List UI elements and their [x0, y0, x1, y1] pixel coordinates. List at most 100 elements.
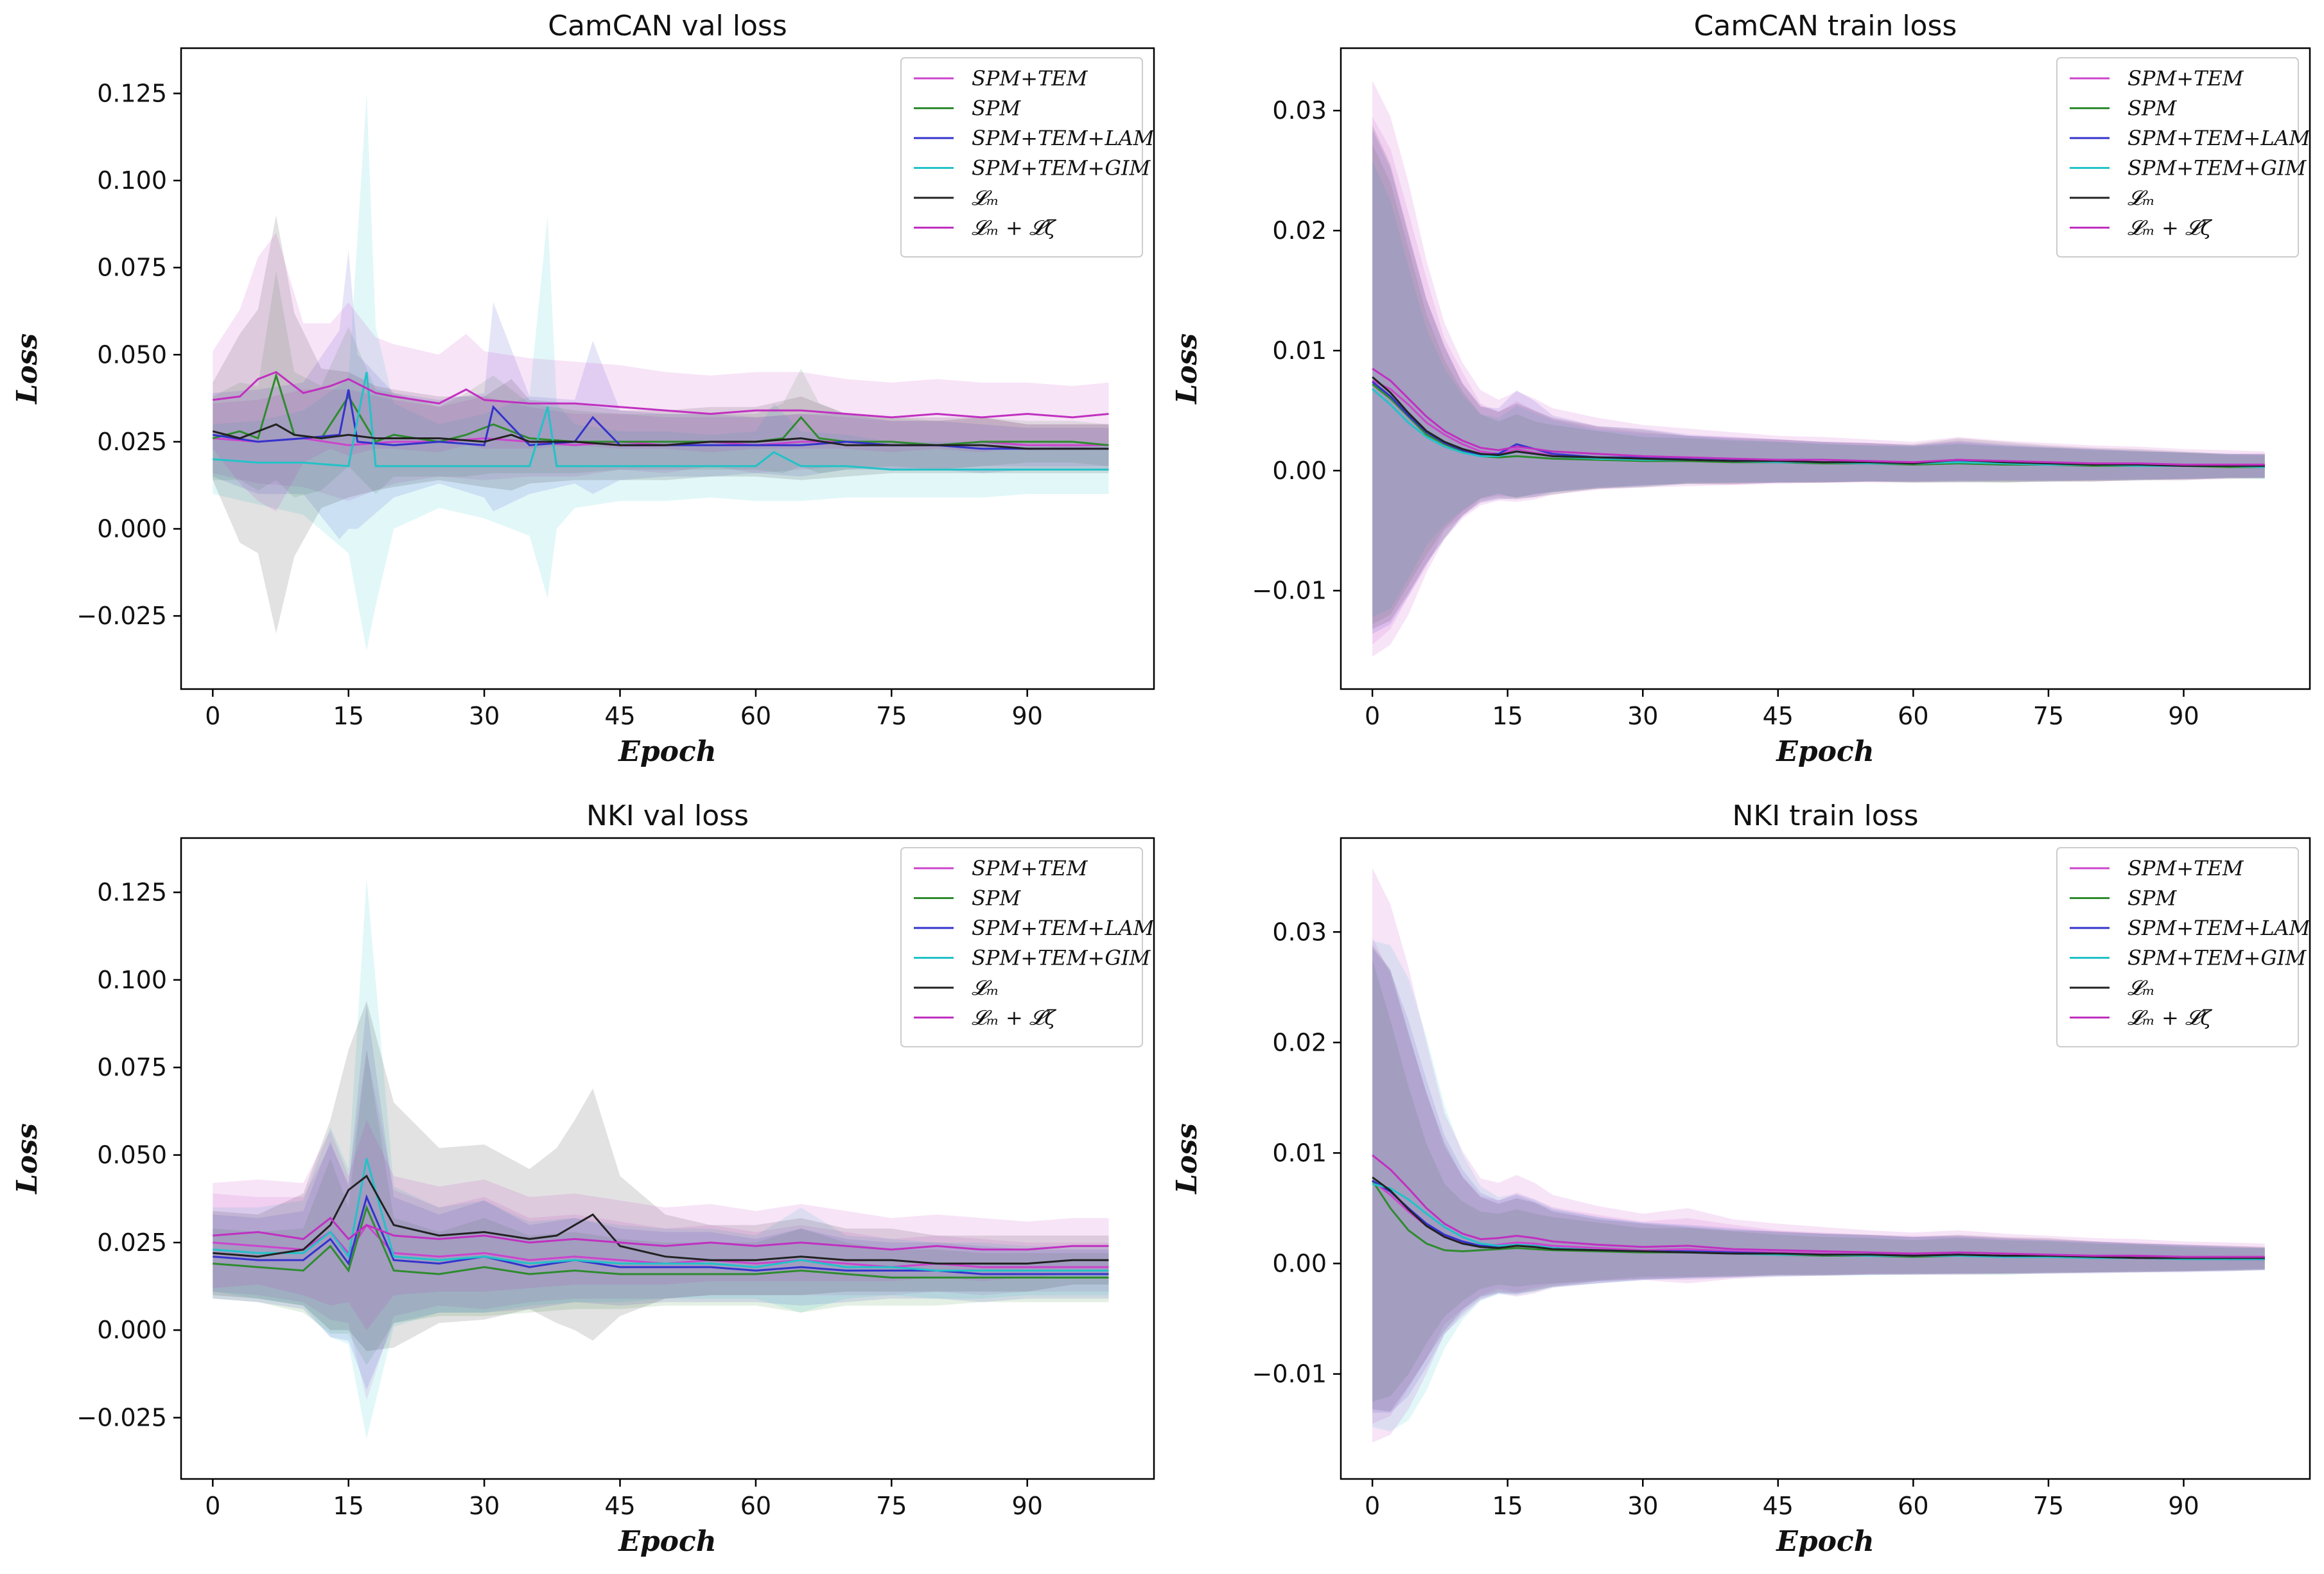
legend-label: SPM+TEM+GIM [972, 156, 1151, 180]
legend-box [900, 847, 1143, 1047]
y-tick-label: 0.00 [1272, 1249, 1327, 1277]
plot-frame [1340, 837, 2311, 1480]
x-tick-label: 45 [1763, 702, 1794, 730]
legend-label: 𝓛ₘ [972, 186, 999, 210]
x-tick-label: 60 [740, 1492, 771, 1520]
series-band-3 [213, 878, 1109, 1439]
chart-title: CamCAN train loss [1694, 10, 1957, 42]
legend-label: SPM+TEM+LAM [2127, 126, 2311, 150]
chart-title: NKI val loss [586, 800, 749, 832]
legend-label: SPM+TEM+GIM [2127, 156, 2307, 180]
y-tick-label: −0.025 [76, 1404, 167, 1432]
x-tick-label: 0 [205, 1492, 220, 1520]
chart-title: CamCAN val loss [548, 10, 787, 42]
legend: SPM+TEM SPM SPM+TEM+LAM SPM+TEM+GIM 𝓛ₘ 𝓛ₘ + 𝓛… [900, 57, 1155, 258]
x-tick-label: 30 [469, 1492, 500, 1520]
x-tick-label: 15 [333, 1492, 364, 1520]
y-tick-label: 0.01 [1272, 1139, 1327, 1167]
legend: SPM+TEM SPM SPM+TEM+LAM SPM+TEM+GIM 𝓛ₘ 𝓛ₘ + 𝓛… [2056, 57, 2311, 258]
x-tick-label: 45 [1763, 1492, 1794, 1520]
chart-panel-0: CamCAN val loss 0 15 30 45 60 75 90 −0.025 0.000 0… [11, 10, 1155, 768]
legend-label: SPM+TEM+GIM [972, 946, 1151, 970]
chart-panel-1: CamCAN train loss 0 15 30 45 60 75 90 −0.01 0.00 0… [1171, 10, 2311, 768]
plot-area [213, 878, 1109, 1439]
x-tick-label: 60 [1898, 1492, 1928, 1520]
plot-frame [180, 837, 1155, 1480]
x-tick-label: 0 [1365, 702, 1380, 730]
x-axis-label: Epoch [1775, 735, 1874, 768]
legend-label: SPM+TEM [2127, 856, 2244, 880]
legend-label: SPM+TEM+LAM [2127, 916, 2311, 940]
plot-frame [1340, 47, 2311, 690]
legend-label: SPM+TEM [972, 66, 1088, 91]
series-line-3 [213, 1158, 1109, 1272]
legend-label: SPM [972, 96, 1021, 121]
series-line-1 [213, 1204, 1109, 1279]
x-tick-label: 90 [1012, 1492, 1043, 1520]
series-line-4 [213, 1175, 1109, 1265]
legend-label: SPM+TEM [2127, 66, 2244, 91]
x-tick-label: 0 [205, 702, 220, 730]
y-axis-label: Loss [11, 1123, 44, 1195]
plot-area [212, 93, 1109, 651]
y-tick-label: 0.100 [97, 166, 167, 195]
y-tick-label: 0.025 [97, 428, 167, 456]
plot-frame [180, 47, 1155, 690]
series-line-3 [213, 372, 1109, 471]
x-tick-label: 90 [2168, 1492, 2199, 1520]
chart-panel-2: NKI val loss 0 15 30 45 60 75 90 −0.025 0.000 0.02… [11, 800, 1155, 1558]
x-tick-label: 75 [876, 702, 907, 730]
y-axis-label: Loss [1171, 333, 1203, 405]
legend-label: SPM+TEM+GIM [2127, 946, 2307, 970]
x-tick-label: 0 [1365, 1492, 1380, 1520]
series-line-4 [212, 423, 1109, 450]
x-tick-label: 75 [2033, 1492, 2064, 1520]
legend: SPM+TEM SPM SPM+TEM+LAM SPM+TEM+GIM 𝓛ₘ 𝓛ₘ + 𝓛… [2056, 847, 2311, 1047]
y-tick-label: 0.03 [1272, 918, 1327, 946]
series-band-2 [213, 1004, 1109, 1390]
x-tick-label: 75 [876, 1492, 907, 1520]
y-tick-label: 0.050 [97, 1141, 167, 1169]
y-tick-label: 0.075 [97, 254, 167, 282]
y-axis-label: Loss [1171, 1123, 1203, 1195]
legend-label: SPM+TEM+LAM [972, 126, 1155, 150]
y-tick-label: 0.100 [97, 966, 167, 994]
chart-title: NKI train loss [1732, 800, 1918, 832]
series-line-5 [213, 371, 1109, 419]
legend-label: SPM [972, 886, 1021, 911]
x-tick-label: 30 [469, 702, 500, 730]
legend-box [2056, 57, 2299, 258]
x-tick-label: 15 [1492, 1492, 1523, 1520]
legend-label: SPM [2127, 886, 2177, 911]
legend-label: 𝓛ₘ [972, 975, 999, 1000]
chart-panel-3: NKI train loss 0 15 30 45 60 75 90 −0.01 0.00 0.01… [1171, 800, 2311, 1558]
legend-box [2056, 847, 2299, 1047]
y-tick-label: 0.125 [97, 80, 167, 108]
series-line-5 [213, 1216, 1109, 1251]
legend-label: SPM+TEM [972, 856, 1088, 880]
y-tick-label: 0.01 [1272, 337, 1327, 365]
series-band-4 [213, 215, 1109, 634]
y-tick-label: 0.03 [1272, 96, 1327, 125]
x-tick-label: 90 [2168, 702, 2199, 730]
x-tick-label: 45 [604, 1492, 635, 1520]
y-tick-label: −0.025 [76, 602, 167, 630]
series-line-4 [1372, 376, 2265, 467]
series-band-0 [213, 1049, 1109, 1401]
y-tick-label: 0.00 [1272, 457, 1327, 485]
x-axis-label: Epoch [617, 735, 716, 768]
y-tick-label: 0.000 [97, 1316, 167, 1344]
legend-box [900, 57, 1143, 258]
y-tick-label: 0.050 [97, 340, 167, 369]
y-tick-label: 0.125 [97, 879, 167, 907]
legend-label: SPM [2127, 96, 2177, 121]
legend-label: 𝓛ₘ [2127, 975, 2155, 1000]
x-tick-label: 15 [1492, 702, 1523, 730]
x-tick-label: 30 [1627, 1492, 1658, 1520]
legend-label: 𝓛ₘ + 𝓛ζ [972, 216, 1056, 240]
x-tick-label: 30 [1627, 702, 1658, 730]
x-axis-label: Epoch [1775, 1525, 1874, 1558]
legend-label: 𝓛ₘ + 𝓛ζ [972, 1006, 1056, 1030]
series-line-5 [1372, 1154, 2265, 1258]
